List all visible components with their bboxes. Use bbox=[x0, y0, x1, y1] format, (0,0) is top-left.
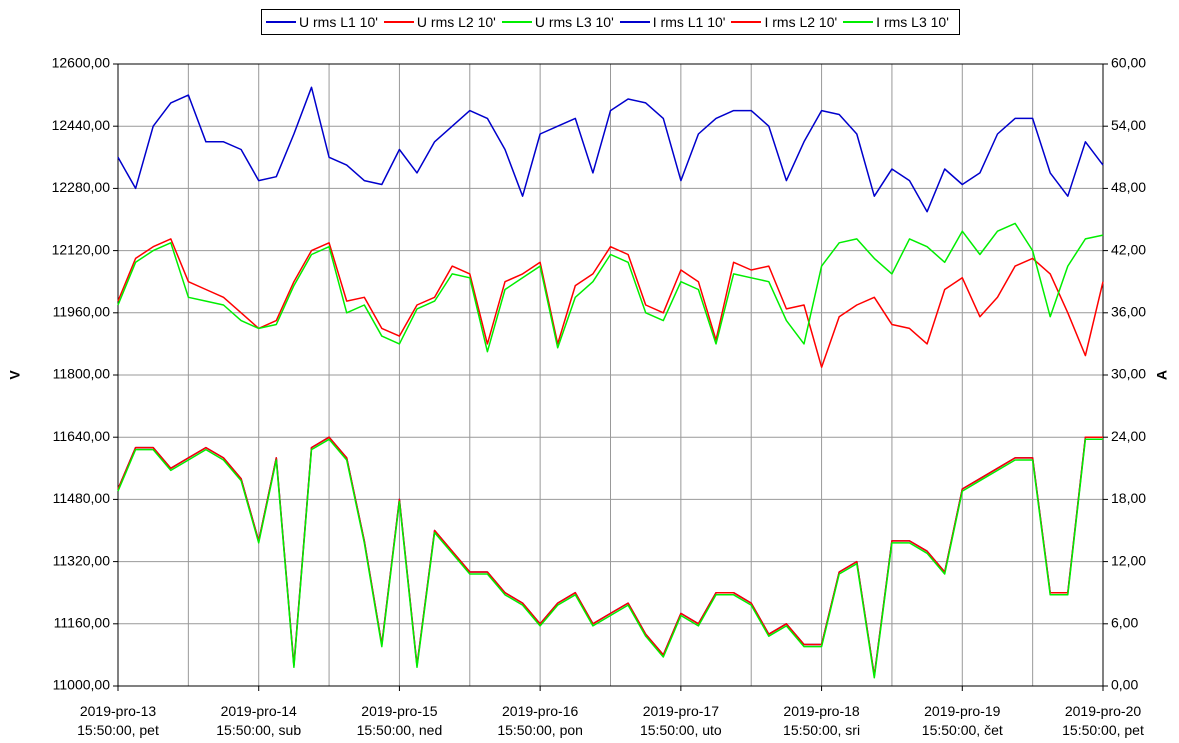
legend-label: I rms L3 10' bbox=[876, 14, 949, 30]
x-tick-label: 2019-pro-18 15:50:00, sri bbox=[783, 703, 861, 738]
y2-tick-label: 6,00 bbox=[1111, 615, 1138, 631]
x-tick-label: 2019-pro-20 15:50:00, pet bbox=[1062, 703, 1144, 738]
y-tick-label: 11640,00 bbox=[53, 428, 111, 444]
y-tick-label: 11480,00 bbox=[53, 490, 111, 506]
y2-tick-label: 24,00 bbox=[1111, 428, 1146, 444]
y-tick-label: 12600,00 bbox=[52, 55, 111, 71]
legend-label: U rms L3 10' bbox=[534, 14, 614, 30]
x-tick-label: 2019-pro-13 15:50:00, pet bbox=[77, 703, 159, 738]
series-line bbox=[117, 438, 1103, 679]
y2-tick-label: 54,00 bbox=[1111, 117, 1146, 133]
legend-item: U rms L2 10' bbox=[383, 14, 496, 30]
y-axis-label: V bbox=[7, 370, 23, 380]
y-tick-label: 12280,00 bbox=[52, 179, 111, 195]
legend-swatch bbox=[383, 21, 414, 23]
legend-swatch bbox=[619, 21, 650, 23]
y2-tick-label: 60,00 bbox=[1111, 55, 1146, 71]
legend: U rms L1 10' U rms L2 10' U rms L3 10' I rm… bbox=[261, 9, 960, 35]
legend-item: U rms L1 10' bbox=[266, 14, 378, 30]
y2-tick-label: 36,00 bbox=[1111, 304, 1146, 320]
legend-label: I rms L2 10' bbox=[764, 14, 838, 30]
y-tick-label: 11000,00 bbox=[53, 677, 111, 693]
y-tick-label: 11960,00 bbox=[53, 304, 111, 320]
y2-axis-label: A bbox=[1154, 370, 1170, 380]
legend-swatch bbox=[501, 21, 532, 23]
legend-item: I rms L1 10' bbox=[619, 14, 726, 30]
y2-tick-label: 18,00 bbox=[1111, 490, 1146, 506]
y2-tick-label: 42,00 bbox=[1111, 241, 1146, 257]
legend-item: I rms L2 10' bbox=[731, 14, 837, 30]
legend-label: I rms L1 10' bbox=[652, 14, 726, 30]
y-tick-label: 12440,00 bbox=[52, 117, 111, 133]
x-tick-label: 2019-pro-14 15:50:00, sub bbox=[216, 703, 302, 738]
y2-tick-label: 30,00 bbox=[1111, 366, 1146, 382]
legend-label: U rms L1 10' bbox=[299, 14, 378, 30]
series-line bbox=[117, 238, 1104, 368]
y2-tick-label: 0,00 bbox=[1111, 677, 1138, 693]
legend-item: U rms L3 10' bbox=[501, 14, 614, 30]
series-line bbox=[117, 222, 1104, 353]
y-tick-label: 11800,00 bbox=[53, 366, 111, 382]
legend-swatch bbox=[266, 21, 296, 23]
x-tick-label: 2019-pro-17 15:50:00, uto bbox=[639, 703, 722, 738]
y-tick-label: 11320,00 bbox=[53, 552, 111, 568]
series-line bbox=[117, 86, 1104, 213]
legend-swatch bbox=[843, 21, 874, 23]
legend-label: U rms L2 10' bbox=[416, 14, 496, 30]
y-tick-label: 11160,00 bbox=[54, 615, 111, 631]
y-tick-label: 12120,00 bbox=[52, 241, 111, 257]
y2-tick-label: 12,00 bbox=[1111, 552, 1146, 568]
plot-frame bbox=[117, 63, 1104, 687]
x-tick-label: 2019-pro-16 15:50:00, pon bbox=[497, 703, 583, 738]
x-tick-label: 2019-pro-19 15:50:00, čet bbox=[921, 703, 1003, 738]
x-tick-label: 2019-pro-15 15:50:00, ned bbox=[356, 703, 443, 738]
legend-swatch bbox=[731, 21, 762, 23]
y2-tick-label: 48,00 bbox=[1111, 179, 1146, 195]
legend-item: I rms L3 10' bbox=[843, 14, 949, 30]
